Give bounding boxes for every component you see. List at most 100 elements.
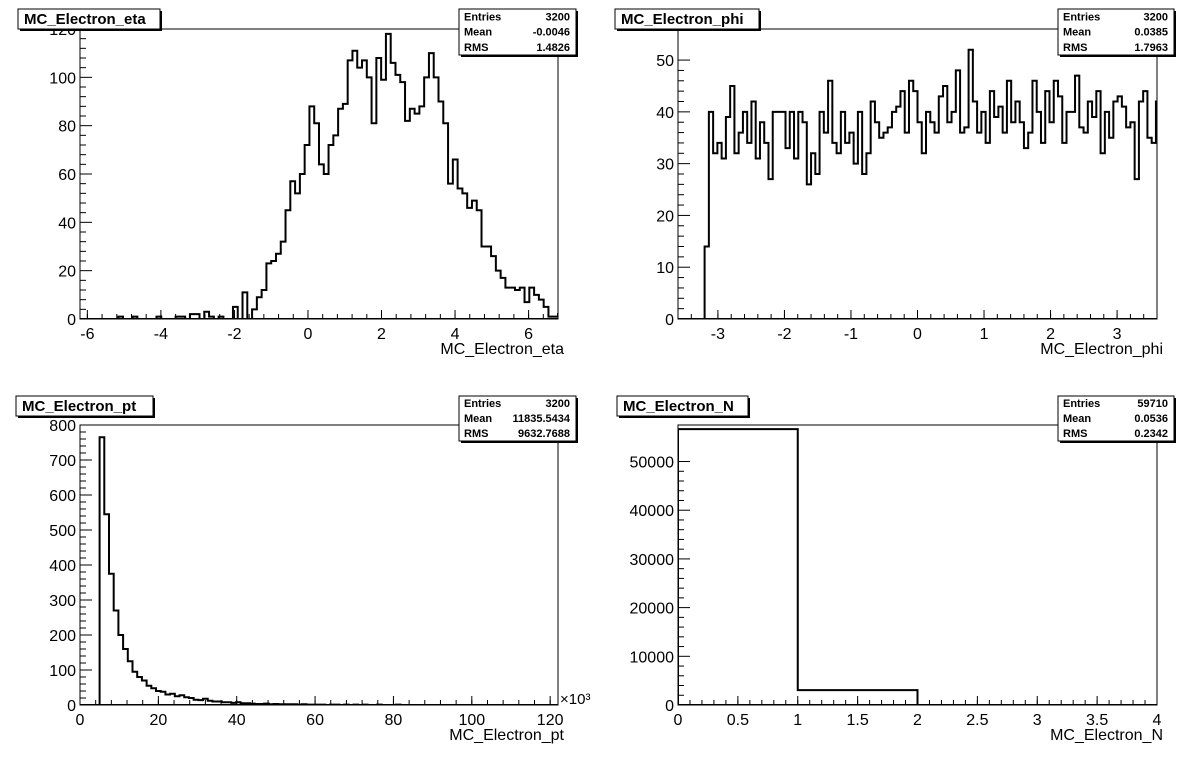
x-tick-label: 2 xyxy=(913,712,922,729)
x-tick-label: 80 xyxy=(385,712,403,729)
y-tick-label: 600 xyxy=(49,488,76,505)
stats-value: 1.7963 xyxy=(1134,42,1168,54)
title-box-bg xyxy=(614,8,760,30)
y-tick-label: 200 xyxy=(49,628,76,645)
histogram-bins xyxy=(678,48,1157,319)
x-tick-label: 100 xyxy=(458,712,485,729)
y-tick-label: 0 xyxy=(67,312,76,329)
histogram-bins xyxy=(80,436,558,705)
x-tick-label: 0.5 xyxy=(727,712,749,729)
stats-label: Entries xyxy=(1063,11,1100,23)
x-tick-label: -6 xyxy=(80,326,94,343)
x-tick-label: 0 xyxy=(76,712,85,729)
y-tick-label: 20 xyxy=(58,264,76,281)
histogram-line xyxy=(80,32,558,319)
y-tick-label: 0 xyxy=(665,698,674,715)
stats-label: Mean xyxy=(1063,413,1091,425)
histogram-title: MC_Electron_eta xyxy=(24,11,146,28)
stats-value: 3200 xyxy=(546,398,570,410)
histogram-title-box: MC_Electron_N xyxy=(616,395,750,418)
histogram-line xyxy=(678,428,1157,705)
x-tick-label: 1.5 xyxy=(847,712,869,729)
y-tick-label: 50 xyxy=(656,53,674,70)
stats-value: 59710 xyxy=(1137,398,1168,410)
stats-label: Entries xyxy=(464,11,501,23)
x-tick-label: 2 xyxy=(377,326,386,343)
histogram-title: MC_Electron_phi xyxy=(621,11,744,28)
y-tick-label: 40 xyxy=(656,105,674,122)
stats-label: RMS xyxy=(1063,428,1087,440)
stats-value: 3200 xyxy=(546,11,570,23)
y-tick-label: 40000 xyxy=(630,503,675,520)
x-tick-label: 2 xyxy=(1046,326,1055,343)
histogram-line xyxy=(703,48,1157,319)
x-tick-label: 0 xyxy=(913,326,922,343)
stats-box-bg xyxy=(458,395,577,442)
y-tick-label: 800 xyxy=(49,418,76,435)
x-tick-label: 40 xyxy=(228,712,246,729)
y-tick-label: 30000 xyxy=(630,552,675,569)
stats-label: RMS xyxy=(464,42,488,54)
histogram-title-box: MC_Electron_eta xyxy=(17,8,162,31)
plot-frame xyxy=(677,424,1158,706)
histogram-pad-1: 020406080100120-6-4-20246MC_Electron_eta… xyxy=(17,8,578,358)
y-tick-label: 100 xyxy=(49,70,76,87)
histogram-bins xyxy=(678,428,1157,705)
x-tick-label: 1 xyxy=(793,712,802,729)
x-tick-label: -2 xyxy=(227,326,241,343)
stats-value: 11835.5434 xyxy=(512,413,570,425)
y-tick-label: 300 xyxy=(49,593,76,610)
y-tick-label: 60 xyxy=(58,167,76,184)
y-tick-label: 10 xyxy=(656,260,674,277)
stats-label: Entries xyxy=(1063,398,1100,410)
stats-value: -0.0046 xyxy=(533,27,570,39)
plot-frame xyxy=(677,28,1158,320)
histogram-title-box: MC_Electron_pt xyxy=(15,395,155,418)
y-tick-label: 80 xyxy=(58,119,76,136)
x-tick-label: 0 xyxy=(304,326,313,343)
stats-value: 3200 xyxy=(1144,11,1168,23)
y-tick-label: 40 xyxy=(58,215,76,232)
title-box-bg xyxy=(17,8,161,30)
x-tick-label: 4 xyxy=(1153,712,1162,729)
x-tick-label: -3 xyxy=(711,326,725,343)
stats-label: Mean xyxy=(464,413,492,425)
stats-box: Entries 3200 Mean 0.0385 RMS 1.7963 xyxy=(1057,8,1176,57)
x-tick-label: -1 xyxy=(844,326,858,343)
y-tick-label: 20 xyxy=(656,208,674,225)
histogram-pad-3: 0 100 200 300 400 500 600 700 800 0 20 40 60 80 100 120… xyxy=(15,395,590,744)
histogram-title: MC_Electron_N xyxy=(623,398,734,415)
histogram-line xyxy=(98,436,556,705)
histogram-title: MC_Electron_pt xyxy=(22,398,136,415)
stats-box-bg xyxy=(1057,395,1175,442)
x-tick-label: 60 xyxy=(306,712,324,729)
x-tick-label: 1 xyxy=(980,326,989,343)
y-tick-label: 30 xyxy=(656,157,674,174)
stats-label: RMS xyxy=(1063,42,1087,54)
y-tick-label: 20000 xyxy=(630,601,675,618)
title-box-bg xyxy=(616,395,749,417)
stats-value: 0.0536 xyxy=(1134,413,1168,425)
y-tick-label: 10000 xyxy=(630,649,675,666)
y-tick-label: 100 xyxy=(49,663,76,680)
stats-label: Mean xyxy=(1063,27,1091,39)
histogram-pad-4: 0 10000 20000 30000 40000 50000 0 0.5 1 1.5 2 2.5 3 3… xyxy=(616,395,1176,744)
stats-box-bg xyxy=(1057,8,1175,56)
x-axis-label: MC_Electron_N xyxy=(1050,727,1163,744)
x-tick-label: -4 xyxy=(154,326,168,343)
x-tick-label: 20 xyxy=(149,712,167,729)
stats-value: 0.0385 xyxy=(1134,27,1168,39)
stats-label: Mean xyxy=(464,27,492,39)
x-tick-label: 120 xyxy=(537,712,564,729)
plot-frame xyxy=(79,424,559,706)
stats-value: 9632.7688 xyxy=(518,428,570,440)
x-axis-label: MC_Electron_pt xyxy=(449,727,564,744)
x-axis-label: MC_Electron_phi xyxy=(1040,341,1163,358)
y-tick-label: 50000 xyxy=(630,455,675,472)
y-tick-label: 400 xyxy=(49,558,76,575)
x-tick-label: 2.5 xyxy=(966,712,988,729)
x-tick-label: 3 xyxy=(1113,326,1122,343)
plot-frame xyxy=(79,28,559,320)
